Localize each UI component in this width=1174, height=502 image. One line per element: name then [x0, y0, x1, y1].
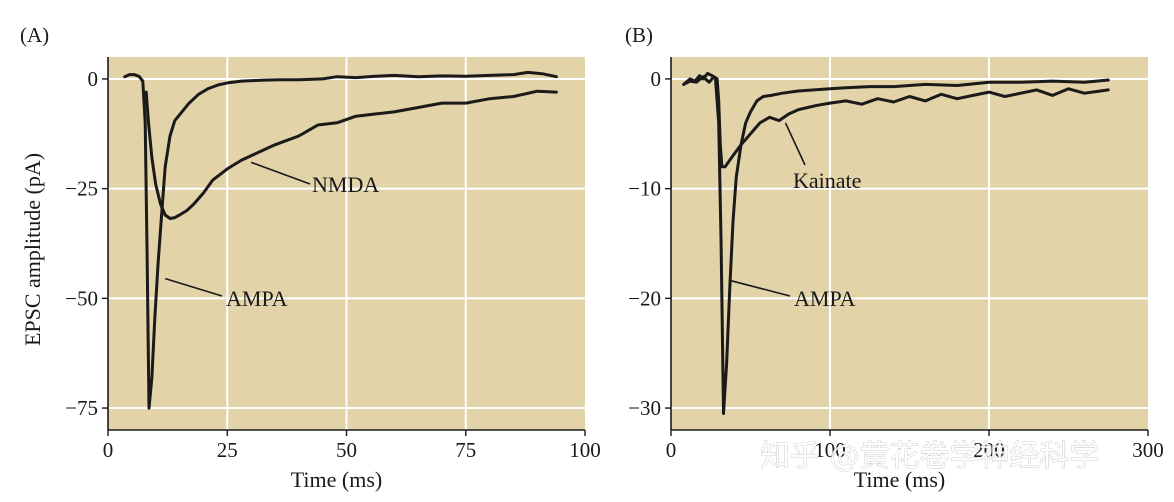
panel-b-y-tick-label: 0: [651, 67, 662, 91]
panel-a: 0 25 50 75 100 0 −25 −50 −75 Time (ms) EPSC amplit…: [20, 23, 601, 492]
panel-a-annotation-leader: [165, 277, 223, 297]
panel-b-y-tick-label: −10: [628, 177, 661, 201]
panel-a-annotation-leader: [250, 161, 311, 185]
panel-a-y-axis-title: EPSC amplitude (pA): [20, 153, 45, 346]
panel-a-x-axis-title: Time (ms): [291, 467, 382, 492]
panel-b-label: (B): [625, 23, 653, 47]
panel-b-annotation-leader: [784, 122, 806, 166]
panel-a-annotation-nmda: NMDA: [312, 172, 379, 197]
panel-b: 0 100 200 300 0 −10 −20 −30 Time (ms) (B) Kainate A…: [625, 23, 1164, 492]
panel-a-x-tick-label: 0: [103, 438, 114, 462]
panel-b-trace-ampa: [682, 72, 1110, 415]
panel-a-x-tick-label: 50: [336, 438, 357, 462]
panel-a-trace-ampa: [123, 70, 558, 410]
panel-b-x-axis-title: Time (ms): [854, 467, 945, 492]
panel-b-trace-kainate: [682, 75, 1110, 169]
panel-b-x-tick-label: 300: [1132, 438, 1164, 462]
panel-a-label: (A): [20, 23, 49, 47]
panel-b-plot-area: [671, 57, 1148, 430]
panel-a-x-tick-label: 100: [569, 438, 601, 462]
panel-b-x-tick-label: 200: [973, 438, 1005, 462]
panel-a-trace-nmda: [144, 89, 558, 220]
panel-b-annotation-leader: [731, 280, 791, 297]
panel-a-x-tick-label: 25: [217, 438, 238, 462]
watermark: 知乎 @黄花卷学神经科学: [760, 439, 1100, 474]
panel-b-annotation-kainate: Kainate: [793, 168, 861, 193]
panel-b-y-tick-label: −20: [628, 286, 661, 310]
panel-b-x-tick-label: 0: [666, 438, 677, 462]
panel-a-y-tick-label: 0: [88, 67, 99, 91]
panel-b-y-tick-label: −30: [628, 396, 661, 420]
panel-b-annotation-ampa: AMPA: [794, 286, 856, 311]
panel-a-y-tick-label: −75: [65, 396, 98, 420]
panel-a-y-tick-label: −25: [65, 177, 98, 201]
panel-b-x-tick-label: 100: [814, 438, 846, 462]
panel-a-annotation-ampa: AMPA: [226, 286, 288, 311]
panel-a-x-tick-label: 75: [455, 438, 476, 462]
panel-a-y-tick-label: −50: [65, 286, 98, 310]
